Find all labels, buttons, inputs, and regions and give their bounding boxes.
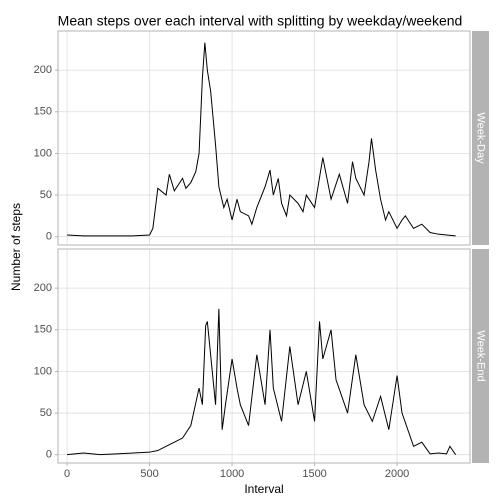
y-tick-label: 100 [34, 147, 52, 159]
facet-strip [472, 249, 489, 463]
chart-title: Mean steps over each interval with split… [58, 13, 463, 29]
y-tick-label: 0 [46, 231, 52, 243]
facet-strip-label: Week-Day [475, 112, 487, 164]
x-tick-label: 1500 [302, 468, 326, 480]
x-tick-label: 0 [64, 468, 70, 480]
x-tick-label: 2000 [385, 468, 409, 480]
y-tick-label: 0 [46, 449, 52, 461]
facet-strip-label: Week-End [475, 330, 487, 381]
panel-background [58, 31, 470, 245]
panel-border [57, 248, 471, 464]
y-tick-label: 200 [34, 64, 52, 76]
y-axis-label: Number of steps [9, 203, 23, 291]
panel-background [58, 249, 470, 463]
y-tick-label: 150 [34, 106, 52, 118]
y-tick-label: 50 [40, 189, 52, 201]
line [67, 42, 456, 237]
x-axis-label: Interval [244, 482, 283, 496]
x-tick-label: 500 [140, 468, 158, 480]
y-tick-label: 150 [34, 324, 52, 336]
facet-strip [472, 31, 489, 245]
x-tick-label: 1000 [220, 468, 244, 480]
y-tick-label: 200 [34, 282, 52, 294]
panel-border [57, 30, 471, 246]
y-tick-label: 50 [40, 407, 52, 419]
line [67, 308, 457, 456]
y-tick-label: 100 [34, 365, 52, 377]
